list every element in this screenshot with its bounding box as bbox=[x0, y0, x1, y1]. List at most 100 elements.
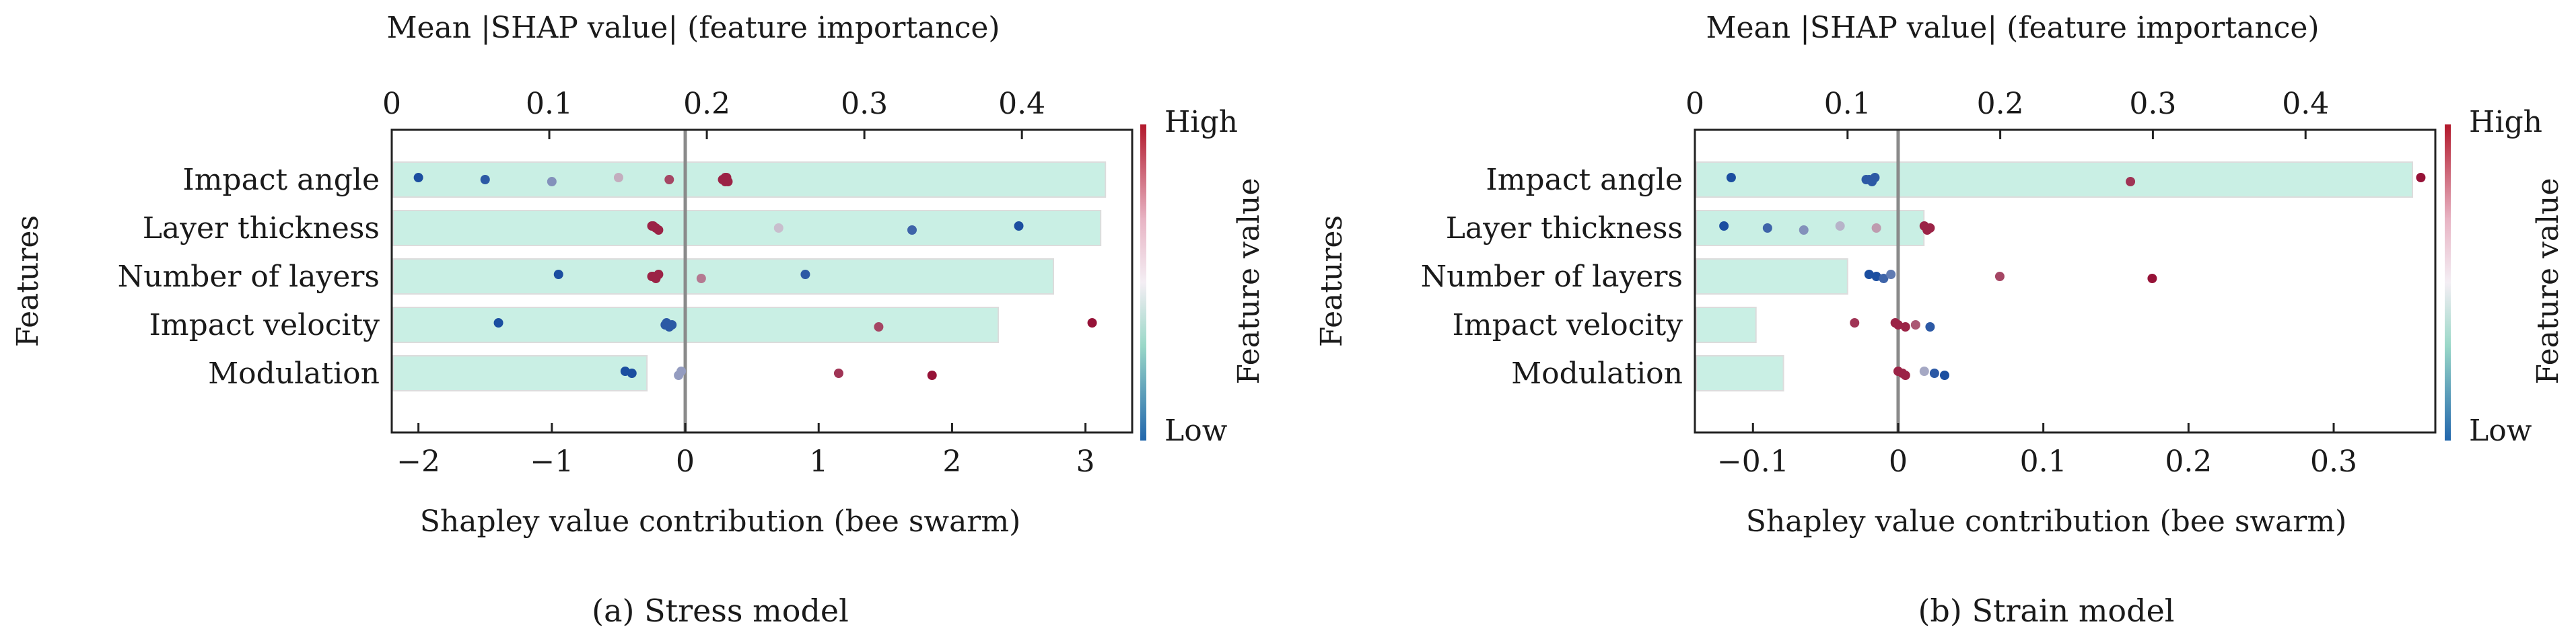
bottom-tick-label: −0.1 bbox=[1717, 445, 1789, 479]
top-tick-label: 0.2 bbox=[1977, 87, 2024, 121]
shap-point bbox=[907, 225, 917, 235]
bottom-tick-label: 0.1 bbox=[2020, 445, 2067, 479]
bottom-tick-label: −2 bbox=[396, 445, 440, 479]
y-axis-label: Features bbox=[1315, 215, 1349, 347]
feature-label: Layer thickness bbox=[1446, 211, 1683, 245]
shap-point bbox=[648, 272, 658, 281]
importance-bar bbox=[392, 161, 1107, 198]
shap-point bbox=[1726, 173, 1736, 182]
importance-bar bbox=[1696, 210, 1925, 246]
bottom-tick-label: 0.2 bbox=[2165, 445, 2212, 479]
top-tick-label: 0.1 bbox=[1824, 87, 1871, 121]
shap-point bbox=[833, 369, 843, 378]
shap-point bbox=[1087, 318, 1097, 328]
shap-point bbox=[874, 322, 884, 332]
bottom-tick-label: 0 bbox=[1889, 445, 1908, 479]
colorbar bbox=[1140, 124, 1146, 441]
shap-point bbox=[553, 270, 563, 279]
bottom-tick-label: 0.3 bbox=[2310, 445, 2357, 479]
shap-point bbox=[696, 274, 706, 283]
shap-point bbox=[1879, 274, 1889, 283]
shap-point bbox=[664, 175, 674, 184]
bottom-tick-label: 3 bbox=[1076, 445, 1095, 479]
feature-label: Modulation bbox=[208, 356, 380, 391]
bottom-tick-label: 1 bbox=[809, 445, 828, 479]
shap-point bbox=[1864, 270, 1874, 279]
top-tick-label: 0.3 bbox=[841, 87, 888, 121]
shap-point bbox=[1871, 272, 1881, 281]
colorbar-low-label: Low bbox=[1164, 414, 1228, 448]
shap-point bbox=[2416, 173, 2426, 182]
feature-label: Impact angle bbox=[1486, 163, 1683, 197]
shap-points bbox=[413, 173, 1097, 380]
shap-point bbox=[1925, 223, 1935, 233]
shap-point bbox=[547, 177, 557, 186]
bottom-axis-ticks: −0.1 0 0.1 0.2 0.3 bbox=[1717, 423, 2357, 479]
top-axis-ticks: 0 0.1 0.2 0.3 0.4 bbox=[1685, 87, 2329, 139]
shap-point bbox=[1919, 367, 1929, 376]
plot-frame bbox=[1694, 128, 2437, 434]
shap-point bbox=[1900, 371, 1910, 380]
shap-point bbox=[1994, 272, 2005, 281]
stress-model-panel: Mean |SHAP value| (feature importance) 0… bbox=[11, 11, 1266, 629]
shap-point bbox=[1835, 221, 1845, 231]
top-tick-label: 0.4 bbox=[998, 87, 1045, 121]
feature-label: Impact angle bbox=[182, 163, 380, 197]
feature-label: Modulation bbox=[1511, 356, 1683, 391]
shap-point bbox=[1900, 322, 1910, 332]
shap-point bbox=[2126, 177, 2136, 186]
feature-label: Impact velocity bbox=[1452, 308, 1683, 342]
y-axis-label: Features bbox=[11, 215, 45, 347]
colorbar-label: Feature value bbox=[2531, 178, 2565, 384]
colorbar-high-label: High bbox=[2469, 105, 2542, 139]
feature-label: Layer thickness bbox=[143, 211, 380, 245]
top-tick-label: 0.4 bbox=[2282, 87, 2329, 121]
importance-bar bbox=[1696, 161, 2413, 198]
top-axis-label: Mean |SHAP value| (feature importance) bbox=[1706, 11, 2319, 45]
feature-label: Number of layers bbox=[118, 260, 380, 294]
importance-bar bbox=[392, 355, 648, 391]
bottom-tick-label: 0 bbox=[676, 445, 695, 479]
shap-point bbox=[722, 173, 732, 182]
colorbar bbox=[2445, 124, 2451, 441]
shap-point bbox=[413, 173, 423, 182]
shap-point bbox=[1929, 369, 1939, 378]
importance-bar bbox=[1696, 355, 1784, 391]
panel-caption: (a) Stress model bbox=[592, 593, 849, 629]
shap-point bbox=[2147, 274, 2157, 283]
shap-point bbox=[1890, 318, 1900, 328]
plot-frame bbox=[390, 128, 1134, 434]
shap-points bbox=[1719, 173, 2426, 380]
shap-point bbox=[1799, 225, 1809, 235]
colorbar-label: Feature value bbox=[1232, 178, 1266, 384]
top-axis-label: Mean |SHAP value| (feature importance) bbox=[386, 11, 1000, 45]
bottom-axis-ticks: −2 −1 0 1 2 3 bbox=[396, 423, 1095, 479]
shap-point bbox=[1850, 318, 1860, 328]
shap-point bbox=[1861, 175, 1871, 184]
shap-point bbox=[676, 367, 687, 376]
top-tick-label: 0.1 bbox=[526, 87, 573, 121]
shap-point bbox=[1871, 223, 1881, 233]
shap-point bbox=[1939, 371, 1949, 380]
top-axis-ticks: 0 0.1 0.2 0.3 0.4 bbox=[382, 87, 1045, 139]
feature-label: Impact velocity bbox=[149, 308, 380, 342]
shap-point bbox=[1925, 322, 1935, 332]
importance-bar bbox=[392, 258, 1054, 295]
shap-point bbox=[800, 270, 810, 279]
shap-point bbox=[773, 223, 784, 233]
shap-point bbox=[480, 175, 490, 184]
shap-point bbox=[667, 320, 677, 330]
shap-point bbox=[1719, 221, 1729, 231]
feature-label: Number of layers bbox=[1421, 260, 1683, 294]
bottom-tick-label: 2 bbox=[942, 445, 961, 479]
shap-point bbox=[1014, 221, 1024, 231]
x-axis-label: Shapley value contribution (bee swarm) bbox=[420, 504, 1020, 539]
x-axis-label: Shapley value contribution (bee swarm) bbox=[1746, 504, 2346, 539]
top-tick-label: 0.2 bbox=[683, 87, 730, 121]
feature-labels: Impact angle Layer thickness Number of lay… bbox=[118, 163, 380, 391]
shap-point bbox=[613, 173, 623, 182]
colorbar-low-label: Low bbox=[2469, 414, 2532, 448]
importance-bars bbox=[392, 161, 1107, 391]
importance-bar bbox=[1696, 307, 1757, 343]
shap-point bbox=[648, 221, 658, 231]
